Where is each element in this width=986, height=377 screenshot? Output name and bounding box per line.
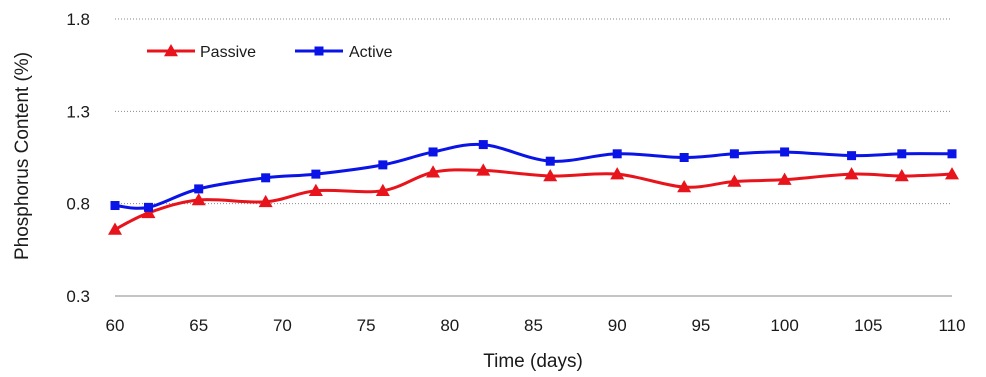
- data-point-active: [311, 169, 321, 179]
- x-axis-title: Time (days): [483, 351, 583, 372]
- data-point-passive: [777, 172, 792, 185]
- y-tick-label: 0.3: [66, 287, 90, 306]
- x-tick-label: 90: [608, 316, 627, 335]
- y-tick-label: 1.8: [66, 10, 90, 29]
- legend-item-active: Active: [295, 44, 393, 61]
- y-tick-label: 0.8: [66, 195, 90, 214]
- legend-label-active: Active: [349, 44, 393, 61]
- series-passive: [108, 163, 959, 235]
- x-tick-label: 95: [691, 316, 710, 335]
- data-point-passive: [308, 183, 323, 196]
- data-point-passive: [108, 222, 122, 235]
- data-point-active: [378, 160, 388, 170]
- x-tick-label: 75: [357, 316, 376, 335]
- data-point-passive: [677, 180, 692, 193]
- legend-marker: [164, 44, 178, 57]
- data-point-active: [612, 149, 622, 159]
- axis-layer: 0.3 0.8 1.3 1.8 60 65 70 75 80 85 90 95 100 105 110: [66, 10, 965, 335]
- x-tick-label: 70: [273, 316, 292, 335]
- data-point-active: [847, 151, 857, 161]
- data-point-active: [897, 149, 907, 159]
- data-point-active: [780, 147, 790, 157]
- x-tick-label: 65: [189, 316, 208, 335]
- series-active: [110, 140, 957, 212]
- y-axis-title: Phosphorus Content (%): [12, 52, 33, 260]
- data-point-active: [428, 147, 438, 157]
- data-point-passive: [945, 167, 959, 180]
- data-point-passive: [844, 167, 859, 180]
- data-point-active: [545, 156, 555, 166]
- data-point-passive: [894, 168, 909, 182]
- x-tick-label: 110: [938, 316, 965, 335]
- data-point-passive: [426, 165, 441, 178]
- data-point-active: [194, 184, 204, 194]
- x-tick-label: 105: [854, 316, 882, 335]
- series-line-active: [114, 142, 953, 210]
- legend-marker: [314, 46, 324, 56]
- y-tick-label: 1.3: [66, 102, 90, 121]
- x-tick-label: 100: [770, 316, 798, 335]
- x-tick-label: 60: [106, 316, 125, 335]
- data-point-passive: [476, 163, 491, 176]
- legend: Passive Active: [147, 44, 393, 61]
- series-layer: [108, 140, 959, 235]
- data-point-passive: [543, 168, 558, 182]
- data-point-active: [947, 149, 957, 159]
- data-point-active: [261, 173, 271, 183]
- x-tick-label: 85: [524, 316, 543, 335]
- data-point-passive: [191, 192, 206, 206]
- series-line-passive: [114, 168, 953, 231]
- data-point-active: [679, 153, 689, 162]
- data-point-active: [143, 202, 153, 212]
- data-point-passive: [141, 205, 156, 219]
- data-point-passive: [375, 183, 390, 196]
- legend-item-passive: Passive: [147, 44, 256, 61]
- data-point-active: [478, 140, 488, 150]
- data-point-active: [110, 201, 120, 211]
- x-tick-label: 80: [440, 316, 459, 335]
- data-point-passive: [610, 167, 625, 180]
- legend-label-passive: Passive: [200, 44, 256, 61]
- data-point-passive: [727, 174, 742, 187]
- data-point-passive: [258, 194, 273, 208]
- data-point-active: [729, 149, 739, 159]
